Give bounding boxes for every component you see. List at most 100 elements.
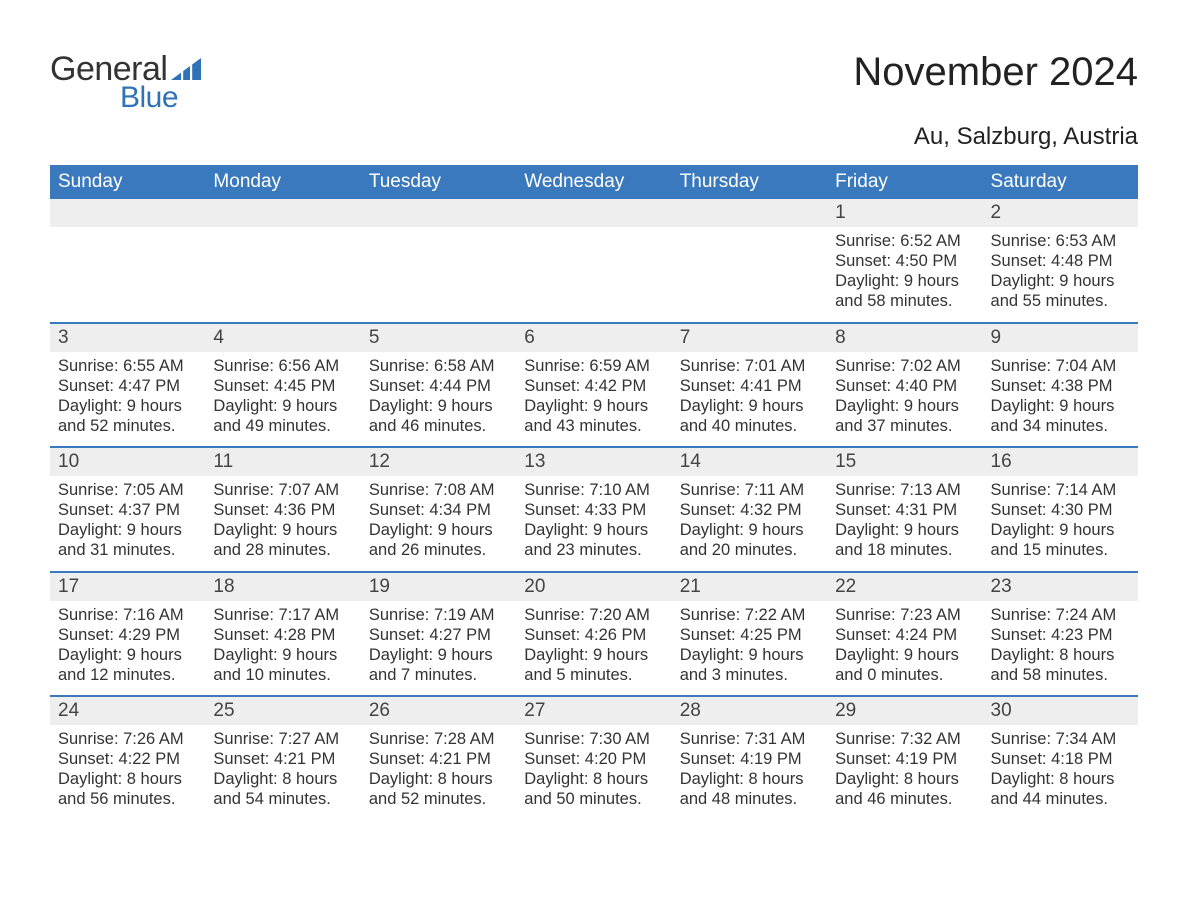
- weekday-header: Sunday: [50, 165, 205, 199]
- day-number: 30: [983, 697, 1138, 725]
- day-details: Sunrise: 7:10 AMSunset: 4:33 PMDaylight:…: [516, 476, 671, 571]
- day-sunrise: Sunrise: 6:55 AM: [58, 356, 197, 376]
- day-number: [516, 199, 671, 227]
- day-day2: and 54 minutes.: [213, 789, 352, 809]
- day-cell: 12Sunrise: 7:08 AMSunset: 4:34 PMDayligh…: [361, 448, 516, 571]
- day-details: Sunrise: 7:31 AMSunset: 4:19 PMDaylight:…: [672, 725, 827, 820]
- day-day2: and 46 minutes.: [369, 416, 508, 436]
- day-sunset: Sunset: 4:32 PM: [680, 500, 819, 520]
- weeks-container: 1Sunrise: 6:52 AMSunset: 4:50 PMDaylight…: [50, 199, 1138, 820]
- day-number: 8: [827, 324, 982, 352]
- day-details: Sunrise: 7:34 AMSunset: 4:18 PMDaylight:…: [983, 725, 1138, 820]
- day-cell: 28Sunrise: 7:31 AMSunset: 4:19 PMDayligh…: [672, 697, 827, 820]
- day-sunset: Sunset: 4:27 PM: [369, 625, 508, 645]
- day-details: Sunrise: 7:23 AMSunset: 4:24 PMDaylight:…: [827, 601, 982, 696]
- day-cell: 24Sunrise: 7:26 AMSunset: 4:22 PMDayligh…: [50, 697, 205, 820]
- day-cell: 2Sunrise: 6:53 AMSunset: 4:48 PMDaylight…: [983, 199, 1138, 322]
- title-block: November 2024: [853, 50, 1138, 95]
- day-number: 22: [827, 573, 982, 601]
- day-number: 27: [516, 697, 671, 725]
- day-details: Sunrise: 7:28 AMSunset: 4:21 PMDaylight:…: [361, 725, 516, 820]
- day-cell: 10Sunrise: 7:05 AMSunset: 4:37 PMDayligh…: [50, 448, 205, 571]
- day-number: 23: [983, 573, 1138, 601]
- day-sunrise: Sunrise: 7:01 AM: [680, 356, 819, 376]
- day-number: 13: [516, 448, 671, 476]
- day-sunset: Sunset: 4:48 PM: [991, 251, 1130, 271]
- day-number: 5: [361, 324, 516, 352]
- calendar-page: General Blue November 2024 Au, Salzburg,…: [0, 0, 1188, 860]
- day-day1: Daylight: 8 hours: [991, 645, 1130, 665]
- day-details: Sunrise: 6:52 AMSunset: 4:50 PMDaylight:…: [827, 227, 982, 322]
- week-row: 24Sunrise: 7:26 AMSunset: 4:22 PMDayligh…: [50, 695, 1138, 820]
- day-sunset: Sunset: 4:34 PM: [369, 500, 508, 520]
- day-number: 19: [361, 573, 516, 601]
- day-sunrise: Sunrise: 7:23 AM: [835, 605, 974, 625]
- day-cell: [361, 199, 516, 322]
- day-sunset: Sunset: 4:23 PM: [991, 625, 1130, 645]
- day-cell: 14Sunrise: 7:11 AMSunset: 4:32 PMDayligh…: [672, 448, 827, 571]
- day-cell: 13Sunrise: 7:10 AMSunset: 4:33 PMDayligh…: [516, 448, 671, 571]
- day-number: 21: [672, 573, 827, 601]
- day-number: 14: [672, 448, 827, 476]
- day-day2: and 55 minutes.: [991, 291, 1130, 311]
- day-day1: Daylight: 9 hours: [680, 645, 819, 665]
- day-day2: and 28 minutes.: [213, 540, 352, 560]
- day-details: Sunrise: 7:11 AMSunset: 4:32 PMDaylight:…: [672, 476, 827, 571]
- day-sunset: Sunset: 4:45 PM: [213, 376, 352, 396]
- day-day1: Daylight: 9 hours: [58, 396, 197, 416]
- weekday-header: Saturday: [983, 165, 1138, 199]
- day-sunrise: Sunrise: 6:58 AM: [369, 356, 508, 376]
- day-cell: 8Sunrise: 7:02 AMSunset: 4:40 PMDaylight…: [827, 324, 982, 447]
- day-sunset: Sunset: 4:41 PM: [680, 376, 819, 396]
- day-cell: [672, 199, 827, 322]
- day-day2: and 0 minutes.: [835, 665, 974, 685]
- day-sunrise: Sunrise: 7:28 AM: [369, 729, 508, 749]
- day-details: Sunrise: 7:14 AMSunset: 4:30 PMDaylight:…: [983, 476, 1138, 571]
- day-number: 15: [827, 448, 982, 476]
- day-day1: Daylight: 8 hours: [213, 769, 352, 789]
- day-day1: Daylight: 9 hours: [680, 396, 819, 416]
- day-day2: and 26 minutes.: [369, 540, 508, 560]
- day-cell: 27Sunrise: 7:30 AMSunset: 4:20 PMDayligh…: [516, 697, 671, 820]
- day-details: Sunrise: 7:26 AMSunset: 4:22 PMDaylight:…: [50, 725, 205, 820]
- day-sunrise: Sunrise: 7:10 AM: [524, 480, 663, 500]
- day-day1: Daylight: 9 hours: [524, 396, 663, 416]
- day-number: 3: [50, 324, 205, 352]
- week-row: 17Sunrise: 7:16 AMSunset: 4:29 PMDayligh…: [50, 571, 1138, 696]
- day-sunset: Sunset: 4:36 PM: [213, 500, 352, 520]
- day-cell: 5Sunrise: 6:58 AMSunset: 4:44 PMDaylight…: [361, 324, 516, 447]
- week-row: 10Sunrise: 7:05 AMSunset: 4:37 PMDayligh…: [50, 446, 1138, 571]
- day-sunrise: Sunrise: 7:17 AM: [213, 605, 352, 625]
- day-number: 18: [205, 573, 360, 601]
- week-row: 1Sunrise: 6:52 AMSunset: 4:50 PMDaylight…: [50, 199, 1138, 322]
- day-details: Sunrise: 6:59 AMSunset: 4:42 PMDaylight:…: [516, 352, 671, 447]
- day-sunset: Sunset: 4:37 PM: [58, 500, 197, 520]
- day-day2: and 49 minutes.: [213, 416, 352, 436]
- day-sunrise: Sunrise: 7:11 AM: [680, 480, 819, 500]
- weekday-header: Thursday: [672, 165, 827, 199]
- day-sunset: Sunset: 4:21 PM: [213, 749, 352, 769]
- day-number: [205, 199, 360, 227]
- day-sunrise: Sunrise: 7:34 AM: [991, 729, 1130, 749]
- day-details: Sunrise: 7:02 AMSunset: 4:40 PMDaylight:…: [827, 352, 982, 447]
- day-day2: and 56 minutes.: [58, 789, 197, 809]
- weekday-header: Tuesday: [361, 165, 516, 199]
- day-details: Sunrise: 7:32 AMSunset: 4:19 PMDaylight:…: [827, 725, 982, 820]
- day-sunrise: Sunrise: 7:19 AM: [369, 605, 508, 625]
- day-number: 16: [983, 448, 1138, 476]
- day-day1: Daylight: 9 hours: [58, 520, 197, 540]
- day-sunrise: Sunrise: 7:08 AM: [369, 480, 508, 500]
- day-day2: and 40 minutes.: [680, 416, 819, 436]
- logo-text-blue: Blue: [120, 81, 178, 115]
- day-day1: Daylight: 8 hours: [58, 769, 197, 789]
- day-day1: Daylight: 9 hours: [213, 396, 352, 416]
- day-day2: and 31 minutes.: [58, 540, 197, 560]
- day-day1: Daylight: 9 hours: [213, 520, 352, 540]
- day-cell: 1Sunrise: 6:52 AMSunset: 4:50 PMDaylight…: [827, 199, 982, 322]
- day-cell: 18Sunrise: 7:17 AMSunset: 4:28 PMDayligh…: [205, 573, 360, 696]
- day-details: Sunrise: 6:53 AMSunset: 4:48 PMDaylight:…: [983, 227, 1138, 322]
- day-sunset: Sunset: 4:26 PM: [524, 625, 663, 645]
- day-sunrise: Sunrise: 7:31 AM: [680, 729, 819, 749]
- day-number: 20: [516, 573, 671, 601]
- day-day2: and 10 minutes.: [213, 665, 352, 685]
